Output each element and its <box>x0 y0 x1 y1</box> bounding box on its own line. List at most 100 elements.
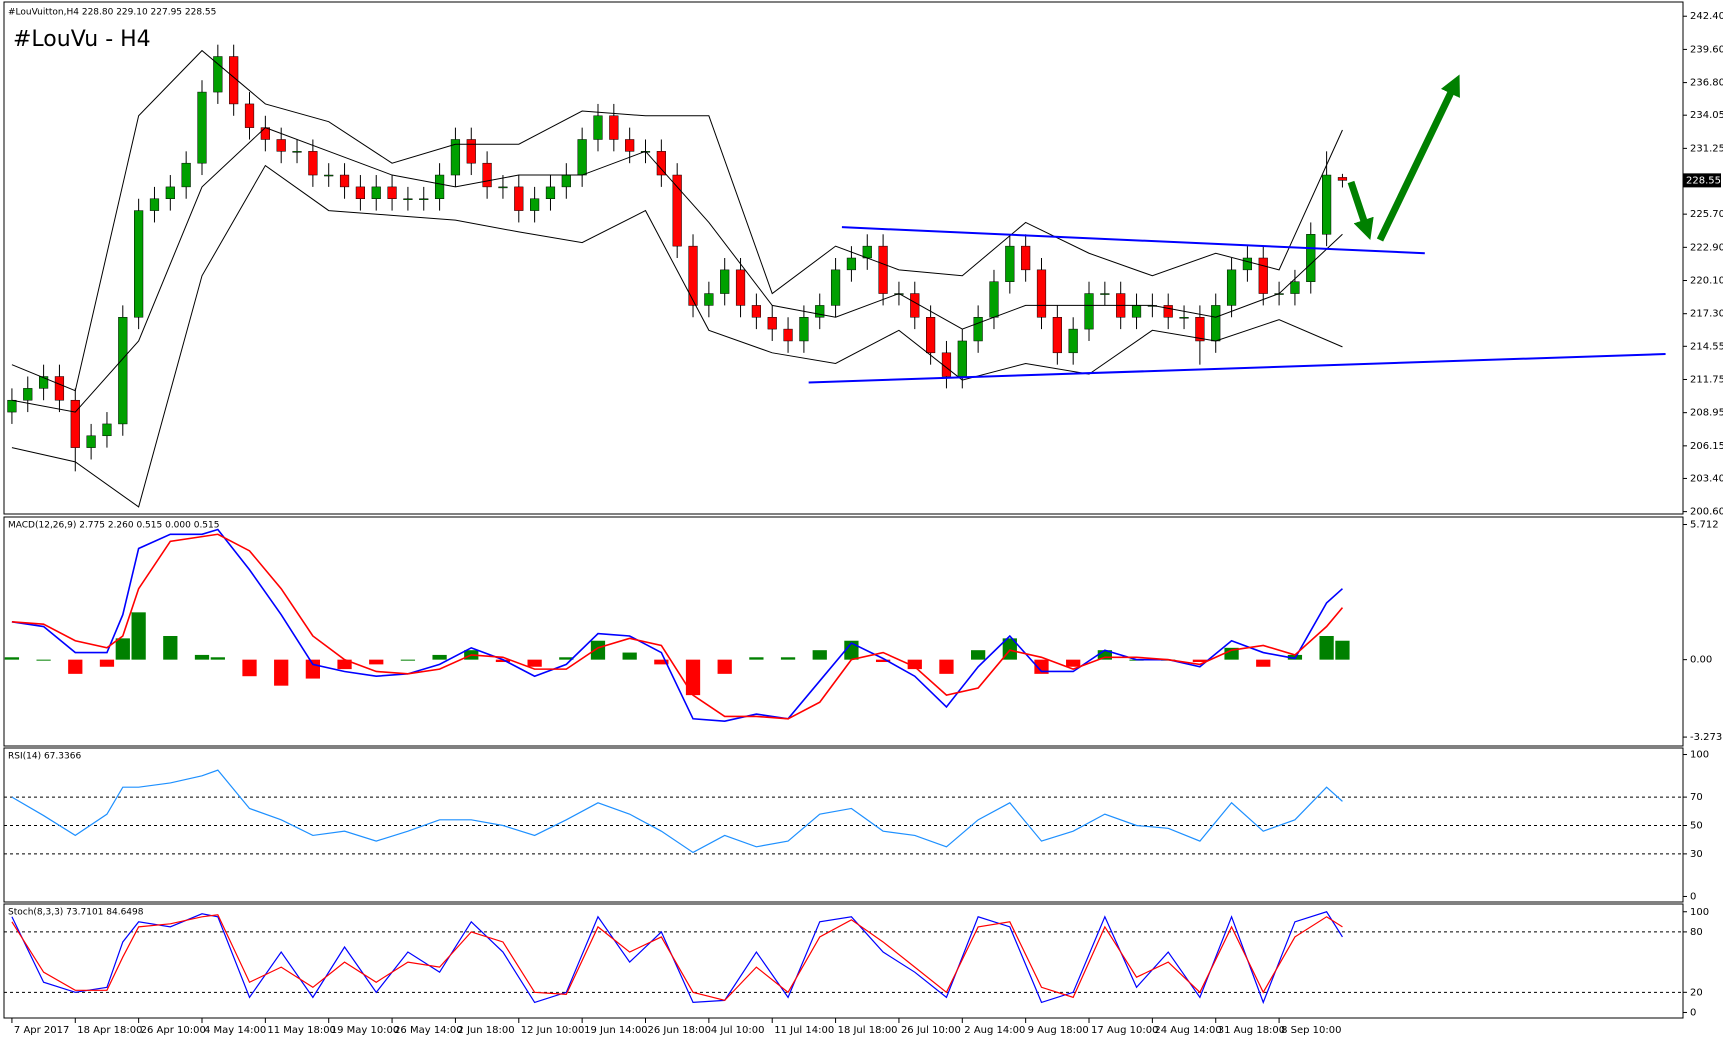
candle-body <box>783 328 793 342</box>
candle-body <box>910 293 920 318</box>
candle-body <box>656 151 666 176</box>
candle-body <box>1179 317 1189 319</box>
y-tick-label: 200.60 <box>1690 507 1723 518</box>
x-tick-label: 9 Aug 18:00 <box>1028 1025 1089 1036</box>
candle-body <box>1036 269 1047 318</box>
price-tag <box>1683 173 1721 188</box>
candle-body <box>672 174 682 247</box>
histogram-bar <box>1335 640 1350 660</box>
y-tick-label: 80 <box>1690 927 1703 938</box>
candle-body <box>1163 305 1173 318</box>
histogram-bar <box>1097 650 1112 660</box>
histogram-bar <box>907 659 922 670</box>
y-tick-label: -3.273 <box>1690 732 1722 743</box>
histogram-bar <box>495 659 511 663</box>
candle-body <box>767 317 777 330</box>
histogram-bar <box>99 659 115 667</box>
candle-body <box>54 376 65 401</box>
x-tick-label: 26 Jun 18:00 <box>648 1025 712 1036</box>
candle-body <box>1021 245 1031 271</box>
histogram-bar <box>274 659 289 686</box>
series-line <box>808 353 1666 384</box>
y-tick-label: 220.10 <box>1690 276 1723 287</box>
candle-body <box>926 317 936 354</box>
x-tick-label: 11 Jul 14:00 <box>774 1025 834 1036</box>
histogram-bar <box>305 659 321 679</box>
series-line <box>841 226 1425 255</box>
x-tick-label: 19 Jun 14:00 <box>584 1025 648 1036</box>
x-tick-label: 26 Jul 10:00 <box>901 1025 961 1036</box>
x-tick-label: 18 Apr 18:00 <box>77 1025 142 1036</box>
histogram-bar <box>559 657 574 660</box>
candle-body <box>735 269 746 306</box>
candle-body <box>688 245 698 306</box>
series-line <box>11 914 1343 1002</box>
series-line <box>11 911 1343 1005</box>
histogram-bar <box>432 654 447 660</box>
histogram-bar <box>971 650 986 660</box>
x-tick-label: 12 Jun 10:00 <box>521 1025 585 1036</box>
candle-body <box>561 174 571 188</box>
histogram-bar <box>780 657 796 660</box>
histogram-bar <box>36 659 51 661</box>
symbol-header: #LouVuitton,H4 228.80 229.10 227.95 228.… <box>8 8 216 18</box>
candle-body <box>86 435 96 448</box>
candle-body <box>482 162 492 188</box>
candle-body <box>292 151 302 153</box>
candle-body <box>1226 269 1237 306</box>
candle-body <box>1242 257 1253 271</box>
y-tick-label: 20 <box>1690 987 1703 998</box>
x-tick-label: 26 May 14:00 <box>394 1025 463 1036</box>
chart-title: #LouVu - H4 <box>13 27 151 52</box>
x-tick-label: 2 Jun 18:00 <box>457 1025 514 1036</box>
y-tick-label: 239.60 <box>1690 44 1723 55</box>
candle-body <box>625 139 635 152</box>
candle-body <box>324 174 334 177</box>
y-tick-label: 100 <box>1690 750 1709 761</box>
candle-body <box>957 340 967 377</box>
x-tick-label: 11 May 18:00 <box>267 1025 336 1036</box>
candle-body <box>276 139 286 152</box>
candle-body <box>229 56 239 105</box>
y-tick-label: 225.70 <box>1690 209 1723 220</box>
histogram-bar <box>131 612 146 660</box>
candle-body <box>355 186 365 199</box>
x-tick-label: 17 Aug 10:00 <box>1091 1025 1158 1036</box>
x-tick-label: 7 Apr 2017 <box>14 1025 69 1036</box>
y-tick-label: 242.40 <box>1690 11 1723 22</box>
panel-frame <box>3 747 1684 903</box>
indicator-title: Stoch(8,3,3) 73.7101 84.6498 <box>8 908 144 918</box>
series-line <box>11 533 1344 720</box>
panel-frame <box>3 516 1684 747</box>
y-tick-label: 214.55 <box>1690 341 1723 352</box>
candle-body <box>23 388 33 401</box>
candle-body <box>799 317 809 342</box>
candle-body <box>371 186 381 199</box>
candle-body <box>1005 245 1015 282</box>
histogram-bar <box>749 657 764 660</box>
current-price: 228.55 <box>1686 175 1721 186</box>
y-tick-label: 50 <box>1690 820 1703 831</box>
candle-body <box>1258 257 1268 294</box>
candle-body <box>244 103 255 128</box>
x-tick-label: 2 Aug 14:00 <box>964 1025 1025 1036</box>
candle-body <box>260 127 270 140</box>
candle-body <box>1195 317 1205 342</box>
y-tick-label: 30 <box>1690 849 1703 860</box>
y-tick-label: 5.712 <box>1690 520 1719 531</box>
y-tick-label: 0 <box>1690 891 1696 902</box>
histogram-bar <box>163 635 178 660</box>
candle-body <box>149 198 160 211</box>
y-tick-label: 231.25 <box>1690 143 1723 154</box>
histogram-bar <box>717 659 732 674</box>
histogram-bar <box>527 659 542 667</box>
candle-body <box>197 91 207 164</box>
candle-body <box>973 317 983 342</box>
candle-body <box>466 139 476 164</box>
y-tick-label: 100 <box>1690 907 1709 918</box>
candle-body <box>1290 281 1300 294</box>
candle-body <box>878 245 888 294</box>
histogram-bar <box>939 659 954 674</box>
candle-body <box>862 245 872 259</box>
